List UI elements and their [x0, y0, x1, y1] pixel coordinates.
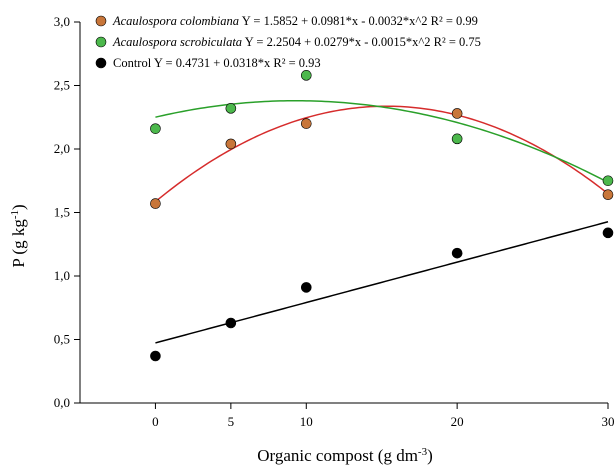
data-point-s1: [602, 189, 614, 201]
y-tick-label: 1,0: [54, 268, 70, 283]
y-tick-label: 0,5: [54, 332, 70, 347]
legend-equation: Y = 1.5852 + 0.0981*x - 0.0032*x^2 R² = …: [239, 14, 478, 28]
x-tick-label: 0: [152, 414, 159, 429]
data-point-s2: [602, 175, 614, 187]
legend: Acaulospora colombiana Y = 1.5852 + 0.09…: [95, 14, 481, 70]
data-points: [150, 70, 614, 362]
data-point-s3: [225, 317, 237, 329]
data-point-s3: [300, 282, 312, 293]
legend-marker-3: [95, 57, 107, 69]
fit-line-2: [155, 99, 609, 184]
y-tick-label: 3,0: [54, 14, 70, 29]
y-axis-title: P (g kg-1): [9, 204, 28, 267]
legend-series-name: Control: [113, 56, 152, 70]
data-point-s2: [451, 133, 463, 145]
x-tick-label: 20: [451, 414, 464, 429]
data-point-s3: [602, 227, 614, 239]
data-point-s2: [225, 103, 237, 114]
data-point-s1: [225, 138, 237, 150]
y-tick-label: 1,5: [54, 205, 70, 220]
data-point-s1: [300, 118, 312, 129]
legend-series-name: Acaulospora colombiana: [112, 14, 239, 28]
fit-lines: [154, 99, 609, 344]
x-tick-label: 5: [228, 414, 235, 429]
legend-entry-2: Acaulospora scrobiculata Y = 2.2504 + 0.…: [112, 35, 481, 49]
x-axis-title: Organic compost (g dm-3): [257, 446, 433, 465]
data-point-s3: [451, 247, 463, 259]
x-tick-label: 30: [602, 414, 615, 429]
y-tick-label: 0,0: [54, 395, 70, 410]
x-tick-label: 10: [300, 414, 313, 429]
data-point-s2: [150, 123, 161, 134]
fit-line-1: [154, 105, 609, 203]
legend-equation: Y = 0.4731 + 0.0318*x R² = 0.93: [151, 56, 320, 70]
legend-marker-2: [95, 36, 107, 48]
data-point-s1: [150, 198, 161, 209]
fit-line-3: [155, 221, 609, 344]
legend-equation: Y = 2.2504 + 0.0279*x - 0.0015*x^2 R² = …: [242, 35, 481, 49]
legend-marker-1: [95, 15, 107, 27]
axes: 0,0 0,5 1,0 1,5 2,0 2,5 3,0 0 5 10 20 30: [54, 14, 615, 429]
data-point-s3: [150, 350, 161, 362]
legend-entry-1: Acaulospora colombiana Y = 1.5852 + 0.09…: [112, 14, 478, 28]
data-point-s2: [300, 70, 312, 81]
y-tick-label: 2,0: [54, 141, 70, 156]
y-tick-label: 2,5: [54, 78, 70, 93]
data-point-s1: [451, 108, 463, 119]
legend-entry-3: Control Y = 0.4731 + 0.0318*x R² = 0.93: [113, 56, 321, 70]
legend-series-name: Acaulospora scrobiculata: [112, 35, 242, 49]
